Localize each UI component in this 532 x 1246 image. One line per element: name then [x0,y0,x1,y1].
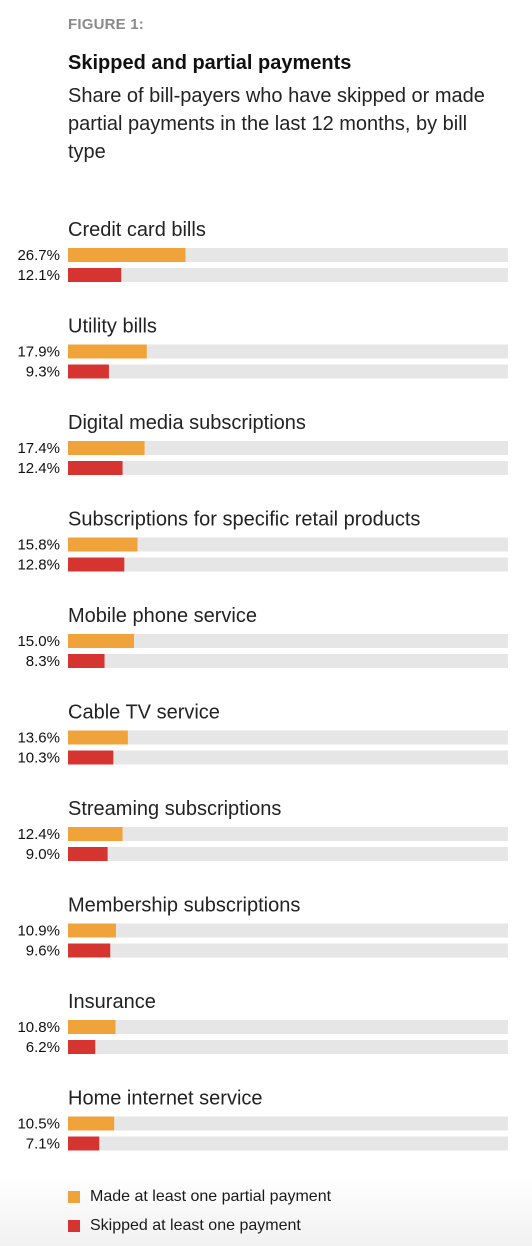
value-label-skipped-home-internet-service: 7.1% [26,1136,60,1153]
bar-track-streaming-subscriptions-0 [68,827,508,841]
bar-track-cable-tv-service-1 [68,750,508,765]
category-label-subscriptions-for-specific-retail-products: Subscriptions for specific retail produc… [68,509,420,531]
bar-skipped-utility-bills [68,364,109,379]
value-label-skipped-digital-media-subscriptions: 12.4% [17,460,60,477]
bar-skipped-mobile-phone-service [68,654,105,668]
legend-swatch-partial [68,1191,80,1203]
bar-track-credit-card-bills-1 [68,268,508,282]
value-label-partial-streaming-subscriptions: 12.4% [17,826,60,843]
bar-track-digital-media-subscriptions-1 [68,461,508,475]
value-label-skipped-credit-card-bills: 12.1% [17,267,60,284]
bar-track-mobile-phone-service-0 [68,634,508,648]
value-label-skipped-streaming-subscriptions: 9.0% [26,846,60,863]
value-label-partial-digital-media-subscriptions: 17.4% [17,440,60,457]
bar-skipped-subscriptions-for-specific-retail-products [68,557,125,572]
value-label-partial-cable-tv-service: 13.6% [17,730,60,747]
value-label-partial-credit-card-bills: 26.7% [17,247,60,264]
chart-subtitle: Share of bill-payers who have skipped or… [68,85,485,163]
bar-partial-membership-subscriptions [68,923,116,938]
bar-track-digital-media-subscriptions-0 [68,441,508,455]
value-label-partial-membership-subscriptions: 10.9% [17,923,60,940]
bar-partial-mobile-phone-service [68,634,134,648]
bar-track-membership-subscriptions-1 [68,943,508,958]
bar-track-subscriptions-for-specific-retail-products-1 [68,557,508,572]
value-label-partial-subscriptions-for-specific-retail-products: 15.8% [17,537,60,554]
value-label-skipped-membership-subscriptions: 9.6% [26,943,60,960]
bar-partial-subscriptions-for-specific-retail-products [68,537,138,552]
value-label-partial-mobile-phone-service: 15.0% [17,633,60,650]
bar-track-mobile-phone-service-1 [68,654,508,668]
bar-partial-cable-tv-service [68,730,128,745]
category-label-utility-bills: Utility bills [68,316,157,338]
value-label-skipped-utility-bills: 9.3% [26,364,60,381]
bar-skipped-cable-tv-service [68,750,114,765]
legend-label-skipped: Skipped at least one payment [90,1217,301,1234]
bar-track-streaming-subscriptions-1 [68,847,508,861]
legend-item-skipped: Skipped at least one payment [68,1215,331,1237]
bottom-fade [0,1176,532,1246]
bar-track-cable-tv-service-0 [68,730,508,745]
value-label-skipped-mobile-phone-service: 8.3% [26,653,60,670]
category-label-digital-media-subscriptions: Digital media subscriptions [68,412,306,434]
bar-track-utility-bills-0 [68,344,508,359]
legend-swatch-skipped [68,1220,80,1232]
bar-track-membership-subscriptions-0 [68,923,508,938]
legend: Made at least one partial payment Skippe… [68,1186,331,1244]
category-label-mobile-phone-service: Mobile phone service [68,605,257,627]
bar-partial-digital-media-subscriptions [68,441,145,455]
bar-skipped-credit-card-bills [68,268,122,282]
bar-skipped-insurance [68,1040,96,1054]
category-label-home-internet-service: Home internet service [68,1088,263,1110]
bar-track-subscriptions-for-specific-retail-products-0 [68,537,508,552]
legend-item-partial: Made at least one partial payment [68,1186,331,1208]
figure-label: FIGURE 1: [68,16,144,33]
bar-track-insurance-1 [68,1040,508,1054]
legend-label-partial: Made at least one partial payment [90,1188,332,1205]
bar-skipped-digital-media-subscriptions [68,461,123,475]
bar-partial-credit-card-bills [68,248,186,262]
bar-track-insurance-0 [68,1020,508,1034]
value-label-partial-home-internet-service: 10.5% [17,1116,60,1133]
chart-title: Skipped and partial payments [68,52,352,74]
bar-skipped-home-internet-service [68,1136,100,1151]
bar-partial-home-internet-service [68,1116,115,1131]
bar-skipped-streaming-subscriptions [68,847,108,861]
bar-track-home-internet-service-0 [68,1116,508,1131]
value-label-skipped-cable-tv-service: 10.3% [17,750,60,767]
bar-skipped-membership-subscriptions [68,943,111,958]
bar-partial-insurance [68,1020,116,1034]
bar-partial-streaming-subscriptions [68,827,123,841]
bar-partial-utility-bills [68,344,147,359]
category-label-streaming-subscriptions: Streaming subscriptions [68,798,281,820]
bar-track-home-internet-service-1 [68,1136,508,1151]
value-label-partial-utility-bills: 17.9% [17,344,60,361]
bar-track-utility-bills-1 [68,364,508,379]
category-label-cable-tv-service: Cable TV service [68,702,220,724]
category-label-membership-subscriptions: Membership subscriptions [68,895,300,917]
value-label-partial-insurance: 10.8% [17,1019,60,1036]
value-label-skipped-insurance: 6.2% [26,1039,60,1056]
category-label-insurance: Insurance [68,991,156,1013]
value-label-skipped-subscriptions-for-specific-retail-products: 12.8% [17,557,60,574]
category-label-credit-card-bills: Credit card bills [68,219,206,241]
